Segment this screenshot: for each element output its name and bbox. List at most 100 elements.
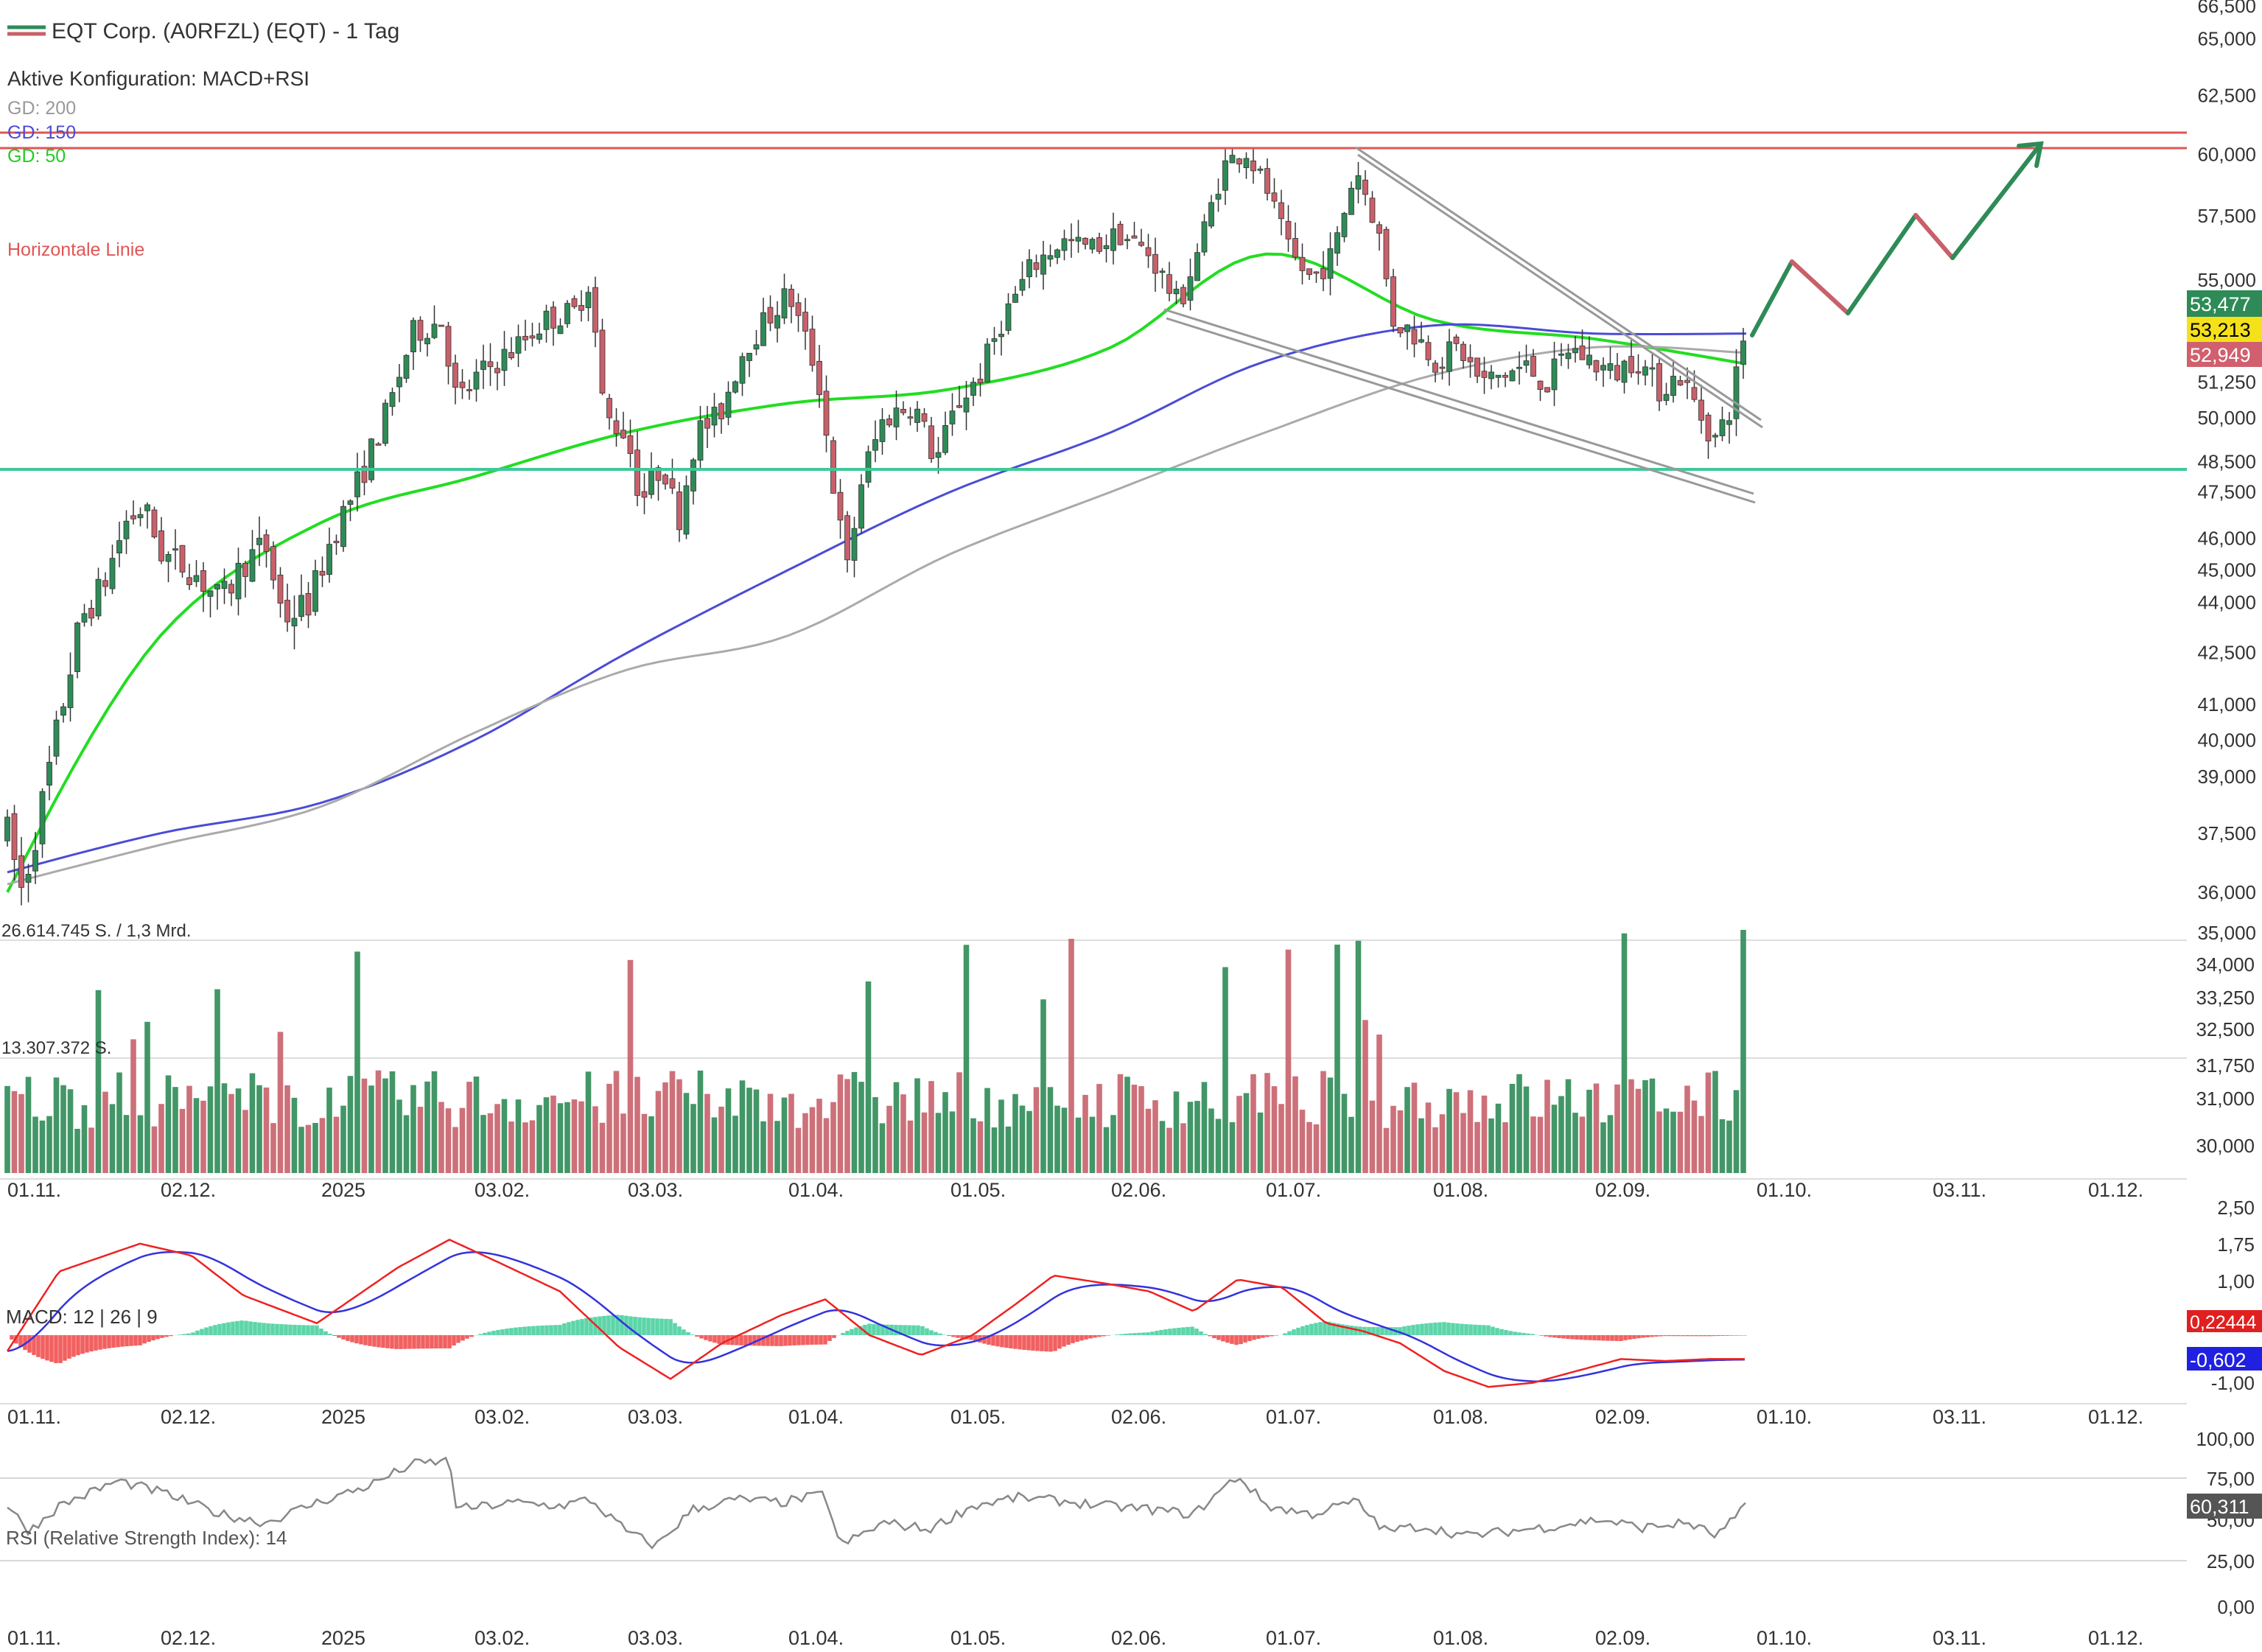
candle-down — [1635, 371, 1642, 374]
macd-histogram-bar — [1411, 1325, 1415, 1335]
macd-histogram-bar — [1712, 1335, 1716, 1337]
volume-bar — [984, 1088, 990, 1173]
volume-bar — [333, 1116, 340, 1173]
macd-histogram-bar — [1508, 1331, 1513, 1335]
macd-histogram-bar — [23, 1335, 27, 1351]
volume-bar — [235, 1088, 242, 1173]
rsi-badge: 60,311 — [2190, 1496, 2249, 1518]
volume-bar — [1313, 1124, 1320, 1173]
macd-histogram-bar — [1557, 1335, 1561, 1338]
macd-histogram-bar — [32, 1335, 36, 1355]
price-tick-label: 37,500 — [2197, 822, 2256, 844]
candle-down — [1474, 357, 1480, 377]
x-tick-label: 01.04. — [788, 1627, 844, 1649]
candle-down — [1131, 235, 1138, 239]
candle-up — [347, 500, 354, 505]
volume-bar — [459, 1107, 466, 1173]
volume-bar — [578, 1101, 584, 1173]
volume-bar — [1425, 1102, 1432, 1173]
candle-up — [648, 469, 654, 495]
macd-histogram-bar — [1407, 1326, 1411, 1335]
x-tick-label: 01.10. — [1757, 1406, 1812, 1428]
candle-down — [179, 545, 186, 573]
volume-bar — [942, 1092, 948, 1173]
candle-up — [1446, 341, 1452, 372]
macd-histogram-bar — [1141, 1332, 1146, 1335]
volume-bar — [620, 1113, 626, 1173]
macd-histogram-bar — [1583, 1335, 1588, 1340]
macd-histogram-bar — [191, 1332, 195, 1335]
candle-down — [592, 287, 598, 333]
volume-bar — [1320, 1071, 1326, 1173]
panel-frames — [0, 939, 2187, 1561]
macd-histogram-bar — [1376, 1327, 1380, 1335]
volume-bar — [1131, 1085, 1138, 1173]
macd-histogram-bar — [850, 1329, 854, 1335]
candle-up — [1187, 276, 1194, 301]
macd-histogram-bar — [98, 1335, 102, 1350]
volume-bar — [851, 1071, 858, 1173]
x-tick-label: 01.10. — [1757, 1179, 1812, 1201]
macd-histogram-bar — [111, 1335, 116, 1348]
macd-histogram-bar — [695, 1335, 699, 1337]
candle-up — [1194, 252, 1200, 281]
x-tick-label: 01.05. — [950, 1406, 1006, 1428]
macd-histogram-bar — [377, 1335, 381, 1348]
macd-histogram-bar — [1628, 1335, 1632, 1340]
macd-histogram-bar — [1636, 1335, 1641, 1339]
volume-bar — [662, 1082, 668, 1173]
macd-histogram-bar — [1283, 1333, 1287, 1335]
price-tick-label: 51,250 — [2197, 371, 2256, 393]
volume-bar — [564, 1102, 570, 1173]
macd-histogram-bar — [867, 1323, 872, 1335]
volume-bar — [739, 1080, 746, 1173]
candle-up — [879, 419, 886, 442]
candle-down — [620, 430, 626, 438]
candle-up — [74, 622, 80, 673]
macd-histogram-bar — [226, 1322, 231, 1335]
macd-histogram-bar — [788, 1335, 792, 1346]
candle-up — [739, 356, 746, 384]
candle-up — [298, 595, 304, 617]
macd-histogram-bar — [898, 1325, 903, 1335]
candle-down — [641, 491, 648, 498]
volume-bar — [655, 1091, 662, 1173]
macd-histogram-bar — [673, 1323, 677, 1335]
macd-histogram-bar — [1300, 1326, 1305, 1335]
candle-up — [1040, 254, 1046, 275]
price-projection[interactable] — [1750, 141, 2044, 337]
x-axis-rsi: 01.11. 02.12. 2025 03.02. 03.03. 01.04. 01.05.… — [7, 1627, 2143, 1649]
volume-bar — [1117, 1074, 1124, 1173]
macd-histogram-bar — [319, 1329, 323, 1335]
volume-bar — [949, 1111, 956, 1173]
macd-histogram-bar — [1305, 1325, 1309, 1335]
volume-bar — [165, 1075, 172, 1173]
macd-histogram-bar — [182, 1334, 186, 1335]
candle-up — [207, 590, 214, 597]
candle-up — [46, 762, 52, 785]
volume-bar — [767, 1093, 774, 1173]
volume-bar — [1656, 1111, 1662, 1173]
x-tick-label: 03.02. — [475, 1406, 530, 1428]
x-tick-label: 03.03. — [628, 1406, 683, 1428]
volume-bar — [361, 1078, 368, 1173]
macd-histogram-bar — [1424, 1323, 1429, 1335]
price-tick-label: 41,000 — [2197, 693, 2256, 715]
volume-bar — [102, 1091, 108, 1173]
volume-bar — [1271, 1086, 1278, 1173]
volume-bar — [1187, 1102, 1194, 1173]
candle-down — [844, 515, 850, 561]
candle-down — [1390, 276, 1396, 327]
candle-up — [410, 320, 416, 353]
macd-axis: 2,50 1,75 1,00 -1,00 — [2211, 1197, 2255, 1394]
volume-bar — [1054, 1105, 1060, 1173]
macd-histogram-bar — [1296, 1327, 1300, 1335]
macd-histogram-bar — [456, 1335, 461, 1343]
wedge-trendlines[interactable] — [1163, 146, 1763, 504]
macd-histogram-bar — [1234, 1335, 1239, 1345]
volume-bar — [249, 1073, 256, 1173]
volume-bar — [263, 1087, 270, 1173]
macd-histogram-bar — [929, 1330, 934, 1335]
volume-bar — [1166, 1127, 1172, 1173]
